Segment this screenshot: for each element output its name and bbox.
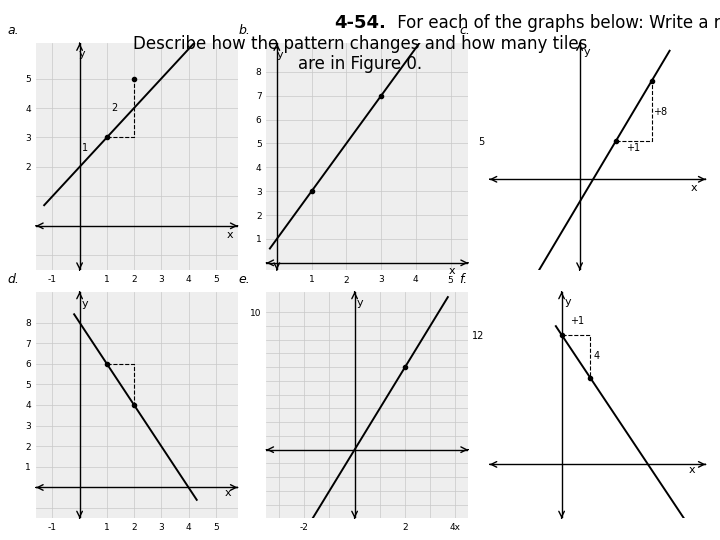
Text: 1: 1 <box>82 143 89 153</box>
Text: y: y <box>78 49 85 59</box>
Text: +1: +1 <box>570 316 585 326</box>
Text: x: x <box>690 183 697 193</box>
Text: For each of the graphs below: Write a rule.: For each of the graphs below: Write a ru… <box>392 14 720 31</box>
Text: 2: 2 <box>343 276 349 285</box>
Text: +1: +1 <box>626 143 641 153</box>
Text: x: x <box>227 230 233 240</box>
Text: b.: b. <box>238 24 250 37</box>
Text: 5: 5 <box>448 276 454 285</box>
Text: Describe how the pattern changes and how many tiles: Describe how the pattern changes and how… <box>132 35 588 53</box>
Text: x: x <box>449 266 456 275</box>
Text: y: y <box>564 297 571 307</box>
Text: c.: c. <box>459 24 470 37</box>
Text: 2: 2 <box>111 103 117 113</box>
Text: y: y <box>82 300 89 309</box>
Text: are in Figure 0.: are in Figure 0. <box>298 55 422 73</box>
Text: f.: f. <box>459 273 467 286</box>
Text: y: y <box>276 50 283 60</box>
Text: 4-54.: 4-54. <box>334 14 386 31</box>
Text: x: x <box>688 465 695 475</box>
Text: +8: +8 <box>654 107 667 117</box>
Text: a.: a. <box>8 24 19 37</box>
Text: 4: 4 <box>593 350 600 361</box>
Text: d.: d. <box>8 273 19 286</box>
Text: x: x <box>225 488 232 498</box>
Text: e.: e. <box>238 273 250 286</box>
Text: y: y <box>357 298 364 308</box>
Text: y: y <box>583 48 590 57</box>
